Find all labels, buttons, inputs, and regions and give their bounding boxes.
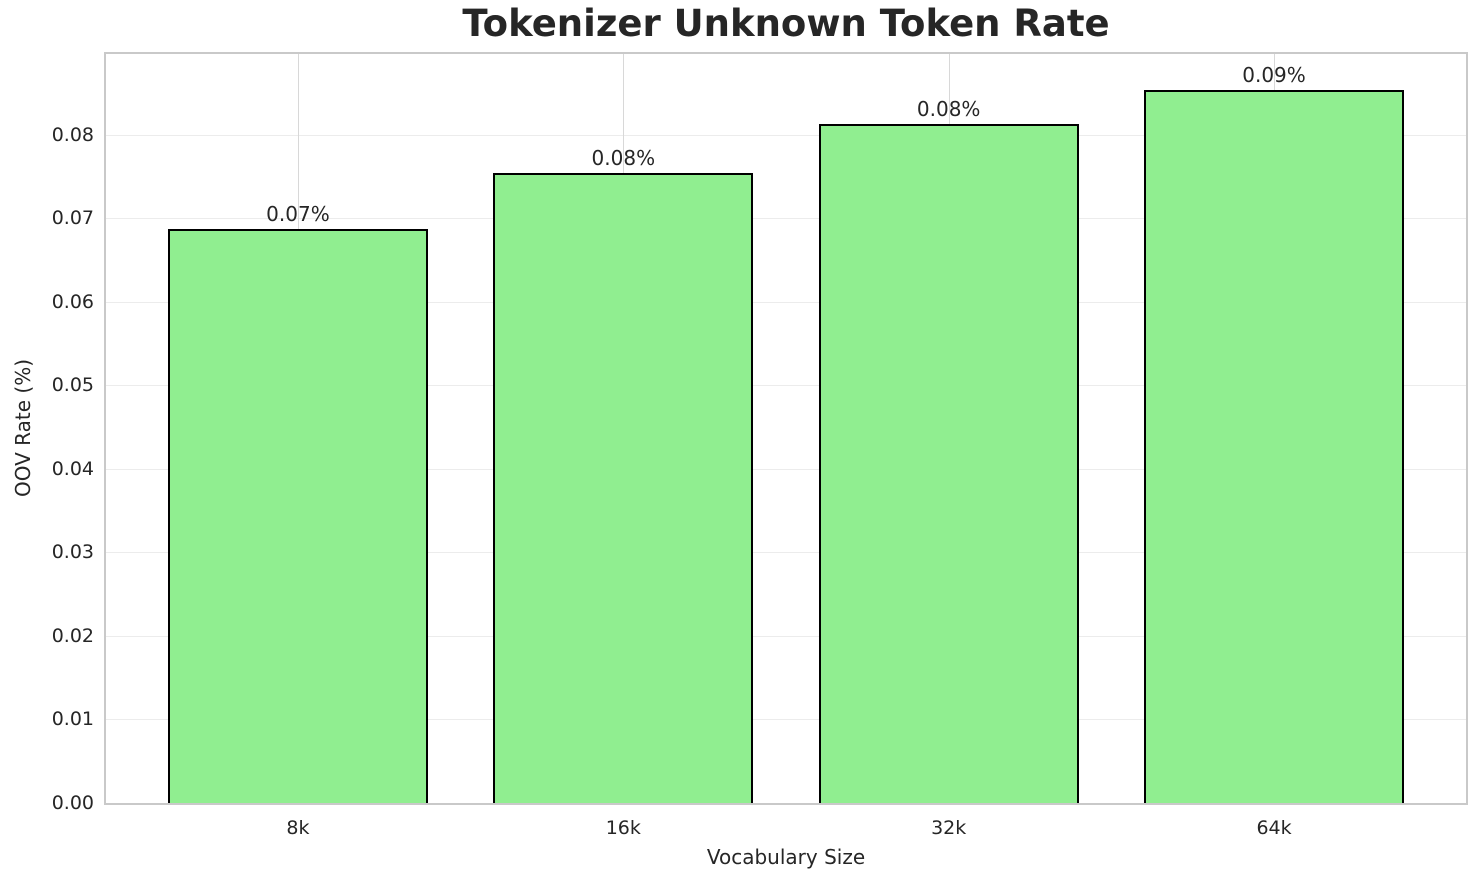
y-axis-label: OOV Rate (%)	[11, 359, 35, 497]
x-tick-label: 8k	[286, 817, 310, 839]
y-tick-label: 0.03	[51, 541, 94, 564]
y-gridline	[106, 468, 1466, 470]
bar-value-label: 0.09%	[1242, 62, 1306, 87]
y-gridline	[106, 134, 1466, 136]
y-tick-label: 0.08	[51, 123, 94, 146]
bar-value-label: 0.07%	[266, 202, 330, 227]
y-tick-label: 0.00	[51, 792, 94, 814]
bar-value-label: 0.08%	[916, 97, 981, 122]
y-tick-label: 0.04	[51, 457, 94, 480]
x-tick-label: 32k	[931, 817, 967, 839]
y-tick-label: 0.05	[51, 374, 94, 397]
x-tick-label: 16k	[605, 817, 641, 839]
bar-8k	[167, 229, 429, 803]
y-tick-label: 0.01	[51, 708, 94, 731]
y-tick-label: 0.07	[51, 207, 94, 230]
x-axis-label: Vocabulary Size	[706, 845, 866, 869]
x-tick-label: 64k	[1256, 817, 1292, 839]
y-tick-label: 0.06	[51, 290, 94, 313]
bar-64k	[1143, 89, 1405, 803]
y-gridline	[106, 719, 1466, 721]
bar-16k	[493, 172, 754, 803]
chart-title: Tokenizer Unknown Token Rate	[462, 2, 1110, 45]
bar-value-label: 0.08%	[591, 145, 656, 170]
y-tick-label: 0.02	[51, 624, 94, 647]
bar-32k	[818, 124, 1079, 803]
plot-area	[104, 52, 1468, 805]
y-gridline	[106, 552, 1466, 554]
y-gridline	[106, 385, 1466, 387]
y-gridline	[106, 301, 1466, 303]
y-gridline	[106, 218, 1466, 220]
y-gridline	[106, 635, 1466, 637]
